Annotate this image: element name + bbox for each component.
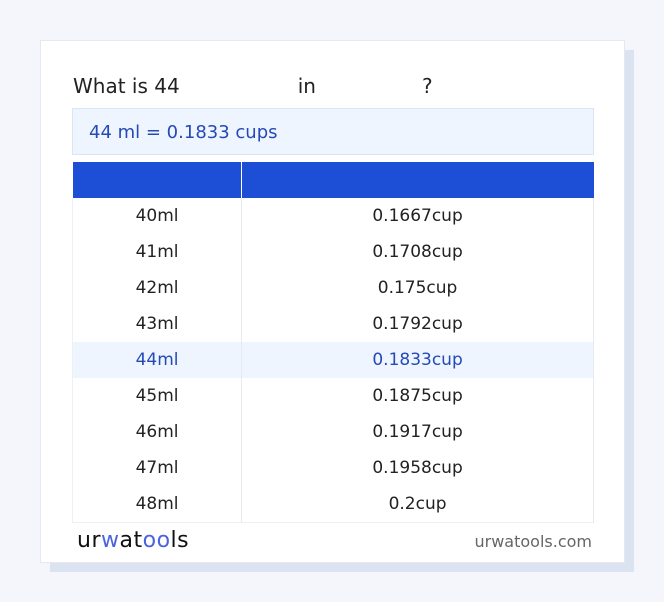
cell-ml: 44ml — [71, 342, 243, 378]
question-middle: in — [297, 74, 316, 98]
cell-ml: 41ml — [71, 234, 243, 270]
cell-cup: 0.1792cup — [241, 306, 594, 342]
table-header — [72, 162, 594, 198]
cell-ml: 42ml — [71, 270, 243, 306]
cell-cup: 0.1917cup — [241, 414, 594, 450]
table-row: 48ml 0.2cup — [71, 486, 594, 523]
table-row: 44ml 0.1833cup — [71, 342, 594, 378]
table-row: 47ml 0.1958cup — [71, 450, 594, 486]
cell-ml: 43ml — [71, 306, 243, 342]
converter-card: What is 44 in? 44 ml = 0.1833 cups 40ml 0.… — [40, 40, 625, 563]
cell-cup: 0.1958cup — [241, 450, 594, 486]
urwatools-logo: urwatools — [77, 528, 190, 553]
table-row: 43ml 0.1792cup — [71, 306, 594, 342]
table-row: 40ml 0.1667cup — [71, 198, 594, 234]
question-heading: What is 44 in? — [73, 74, 433, 98]
conversion-table: 40ml 0.1667cup 41ml 0.1708cup 42ml 0.175cup 43… — [71, 162, 594, 523]
cell-ml: 47ml — [71, 450, 243, 486]
result-box: 44 ml = 0.1833 cups — [72, 108, 594, 155]
cell-ml: 48ml — [71, 486, 243, 523]
cell-cup: 0.175cup — [241, 270, 594, 306]
cell-cup: 0.2cup — [241, 486, 594, 523]
table-row: 41ml 0.1708cup — [71, 234, 594, 270]
question-prefix: What is 44 — [73, 74, 180, 98]
cell-cup: 0.1833cup — [241, 342, 594, 378]
cell-ml: 40ml — [71, 198, 243, 234]
cell-cup: 0.1875cup — [241, 378, 594, 414]
site-url: urwatools.com — [474, 532, 593, 551]
table-row: 42ml 0.175cup — [71, 270, 594, 306]
cell-cup: 0.1667cup — [241, 198, 594, 234]
table-row: 46ml 0.1917cup — [71, 414, 594, 450]
header-ml — [72, 162, 243, 198]
cell-ml: 45ml — [71, 378, 243, 414]
table-row: 45ml 0.1875cup — [71, 378, 594, 414]
question-suffix: ? — [421, 74, 433, 98]
header-cup — [241, 162, 594, 198]
cell-cup: 0.1708cup — [241, 234, 594, 270]
cell-ml: 46ml — [71, 414, 243, 450]
